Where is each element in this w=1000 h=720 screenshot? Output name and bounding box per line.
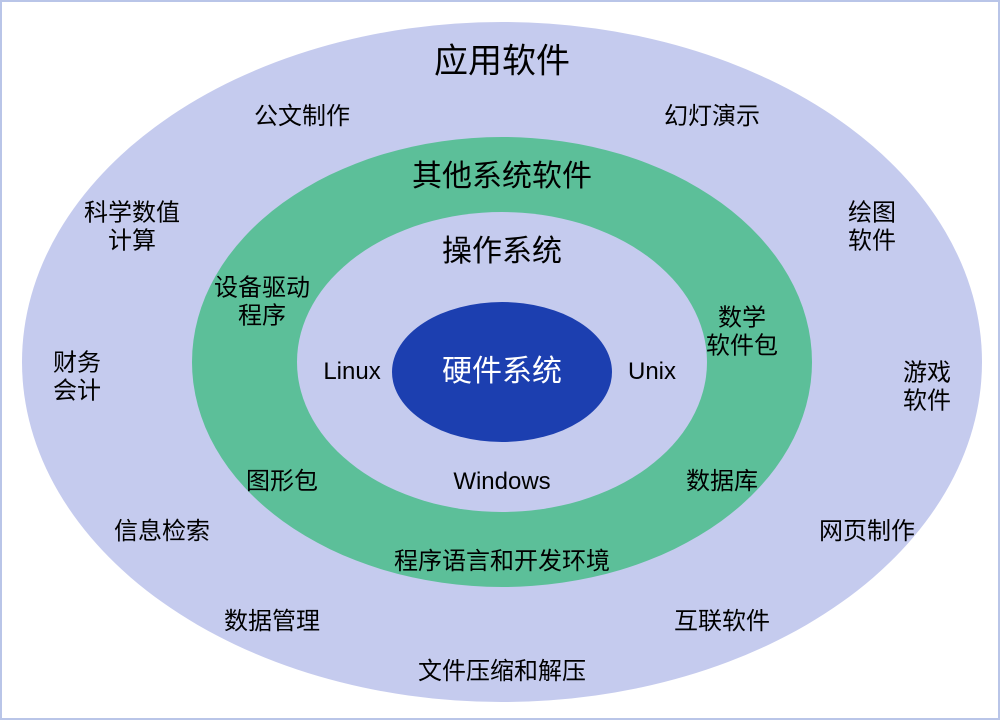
label-slides: 幻灯演示 — [664, 103, 760, 131]
label-mathpkg: 数学 软件包 — [706, 304, 778, 359]
label-compress: 文件压缩和解压 — [418, 658, 586, 686]
label-web: 网页制作 — [819, 518, 915, 546]
label-linux: Linux — [323, 358, 380, 386]
label-unix: Unix — [628, 358, 676, 386]
label-search: 信息检索 — [114, 518, 210, 546]
title-core: 硬件系统 — [442, 355, 562, 390]
title-middle: 其他系统软件 — [412, 160, 592, 195]
label-docmake: 公文制作 — [254, 103, 350, 131]
label-database: 数据库 — [686, 468, 758, 496]
label-datamgmt: 数据管理 — [224, 608, 320, 636]
label-drawing: 绘图 软件 — [848, 199, 896, 254]
label-game: 游戏 软件 — [903, 359, 951, 414]
label-langdev: 程序语言和开发环境 — [394, 548, 610, 576]
label-graphics: 图形包 — [246, 468, 318, 496]
label-windows: Windows — [453, 468, 550, 496]
label-internet: 互联软件 — [674, 608, 770, 636]
label-driver: 设备驱动 程序 — [214, 274, 310, 329]
diagram-frame: 应用软件 其他系统软件 操作系统 硬件系统 Linux Unix Windows… — [0, 0, 1000, 720]
label-science: 科学数值 计算 — [84, 199, 180, 254]
label-finance: 财务 会计 — [53, 349, 101, 404]
title-inner: 操作系统 — [442, 235, 562, 270]
title-outer: 应用软件 — [434, 42, 570, 81]
